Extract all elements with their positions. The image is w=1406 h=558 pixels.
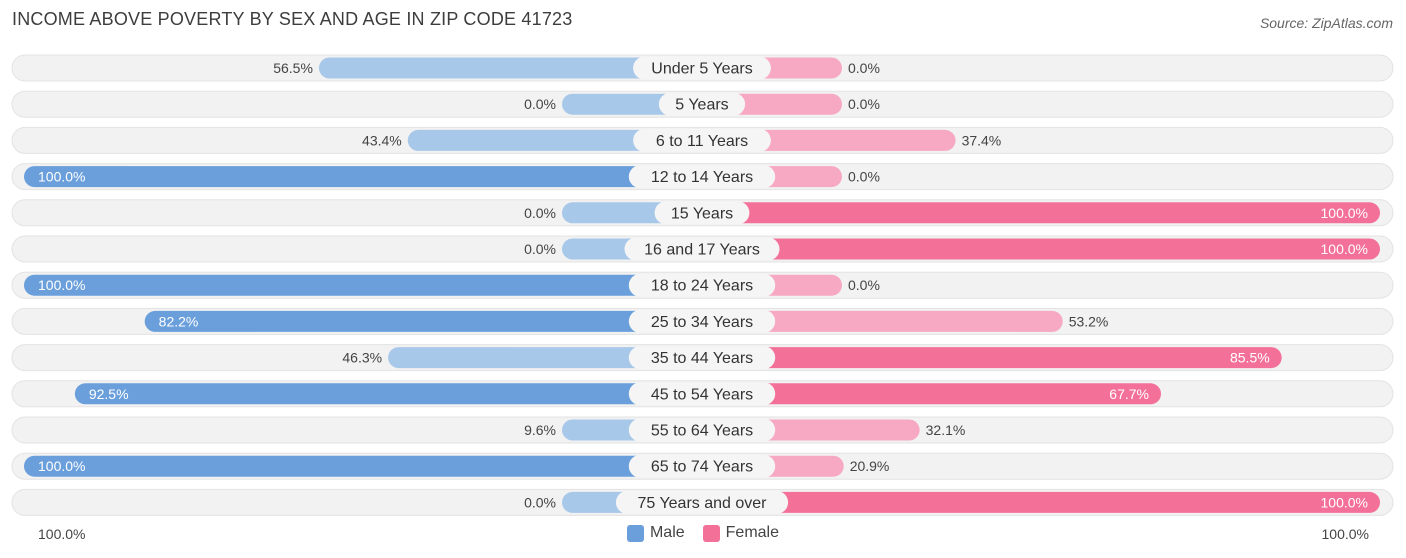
category-label: 55 to 64 Years — [651, 423, 753, 440]
legend: Male Female — [0, 524, 1406, 542]
male-bar — [74, 383, 703, 405]
chart-title: INCOME ABOVE POVERTY BY SEX AND AGE IN Z… — [12, 9, 573, 29]
category-pill — [628, 309, 776, 333]
male-value-label: 0.0% — [524, 241, 556, 257]
category-label: 65 to 74 Years — [651, 459, 753, 476]
male-value-label: 56.5% — [273, 60, 313, 76]
male-swatch — [626, 524, 644, 542]
category-pill — [628, 382, 776, 406]
category-pill — [658, 92, 746, 116]
female-value-label: 67.7% — [1109, 386, 1149, 402]
category-label: 18 to 24 Years — [651, 278, 753, 295]
male-bar — [388, 347, 702, 369]
category-label: 5 Years — [675, 97, 728, 114]
female-value-label: 0.0% — [848, 169, 880, 185]
category-pill — [633, 128, 771, 152]
category-label: 12 to 14 Years — [651, 169, 753, 186]
male-value-label: 43.4% — [362, 132, 402, 148]
legend-label-male: Male — [649, 524, 685, 541]
male-value-label: 0.0% — [524, 96, 556, 112]
category-pill — [628, 418, 776, 442]
female-bar — [702, 491, 1380, 513]
male-bar — [24, 166, 702, 188]
male-value-label: 0.0% — [524, 205, 556, 221]
category-label: 15 Years — [671, 205, 733, 222]
female-value-label: 53.2% — [1069, 313, 1109, 329]
female-bar — [702, 310, 1063, 332]
male-value-label: 100.0% — [38, 277, 85, 293]
axis-left-label: 100.0% — [38, 526, 86, 542]
female-swatch — [702, 524, 720, 542]
category-label: Under 5 Years — [651, 61, 752, 78]
category-label: 75 Years and over — [638, 495, 768, 512]
male-value-label: 9.6% — [524, 422, 556, 438]
male-value-label: 0.0% — [524, 494, 556, 510]
female-value-label: 37.4% — [962, 132, 1002, 148]
female-bar — [702, 383, 1162, 405]
female-bar — [702, 347, 1282, 369]
legend-item-male: Male — [626, 524, 685, 542]
female-value-label: 32.1% — [926, 422, 966, 438]
male-value-label: 82.2% — [159, 313, 199, 329]
axis-right-label: 100.0% — [1321, 526, 1369, 542]
category-pill — [628, 346, 776, 370]
male-value-label: 92.5% — [89, 386, 129, 402]
bar-chart: 56.5% 0.0% Under 5 Years 0.0% 0.0% 5 Years 43.… — [11, 54, 1394, 516]
male-bar — [24, 274, 702, 296]
female-value-label: 20.9% — [850, 458, 890, 474]
female-value-label: 0.0% — [848, 277, 880, 293]
category-pill — [628, 165, 776, 189]
category-label: 16 and 17 Years — [644, 242, 760, 259]
legend-label-female: Female — [725, 524, 780, 541]
category-label: 25 to 34 Years — [651, 314, 753, 331]
male-value-label: 100.0% — [38, 458, 85, 474]
female-value-label: 100.0% — [1321, 494, 1368, 510]
male-value-label: 100.0% — [38, 169, 85, 185]
category-pill — [654, 201, 750, 225]
female-value-label: 85.5% — [1230, 350, 1270, 366]
category-label: 45 to 54 Years — [651, 386, 753, 403]
category-pill — [624, 237, 780, 261]
male-bar — [24, 455, 702, 477]
female-value-label: 0.0% — [848, 96, 880, 112]
female-bar — [702, 202, 1380, 224]
male-bar — [407, 129, 702, 151]
category-pill — [633, 56, 771, 80]
male-bar — [144, 310, 702, 332]
category-label: 35 to 44 Years — [651, 350, 753, 367]
category-pill — [628, 454, 776, 478]
category-pill — [628, 273, 776, 297]
source-note: Source: ZipAtlas.com — [1259, 15, 1393, 31]
male-bar — [318, 57, 702, 79]
female-value-label: 0.0% — [848, 60, 880, 76]
category-pill — [615, 490, 789, 514]
male-value-label: 46.3% — [342, 350, 382, 366]
female-value-label: 100.0% — [1321, 241, 1368, 257]
legend-item-female: Female — [702, 524, 780, 542]
female-value-label: 100.0% — [1321, 205, 1368, 221]
category-label: 6 to 11 Years — [656, 133, 748, 150]
female-bar — [702, 238, 1380, 260]
